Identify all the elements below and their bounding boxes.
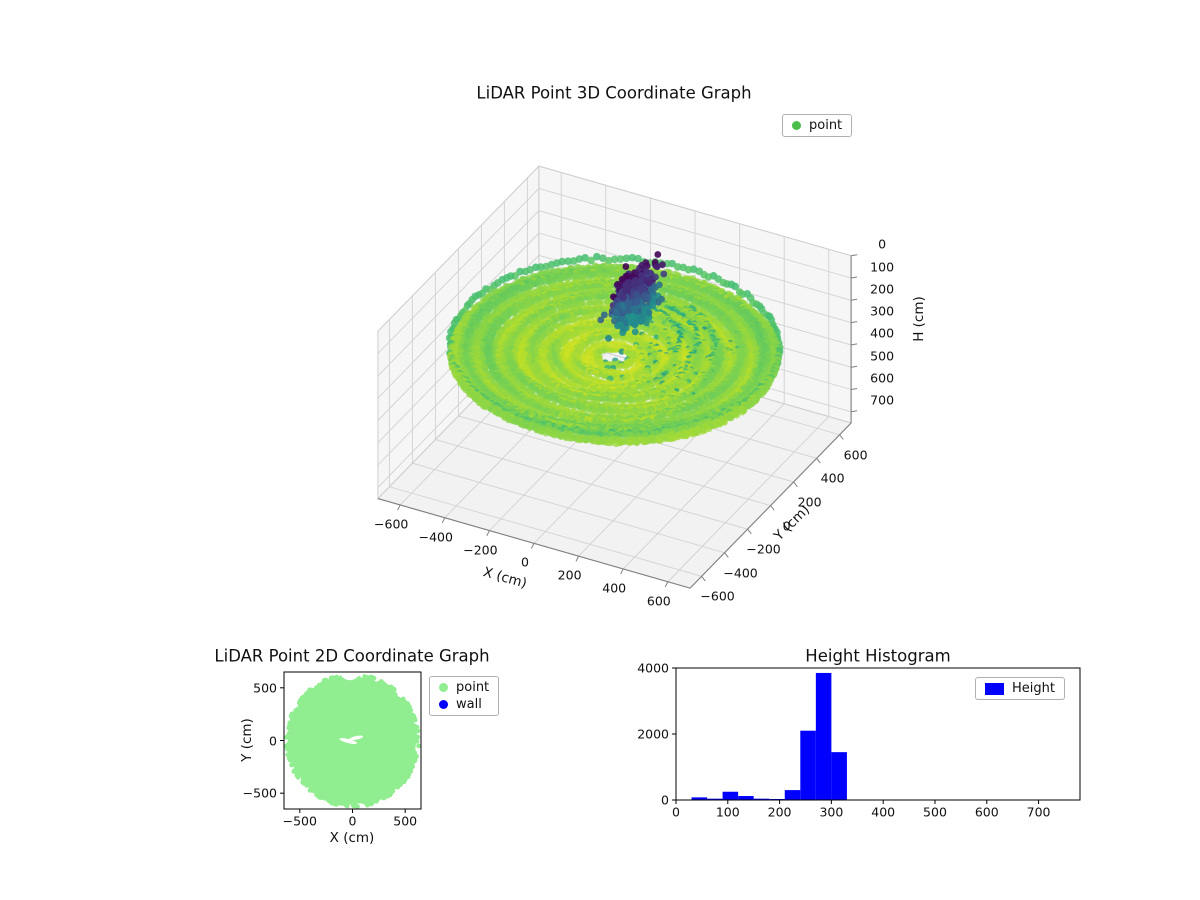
plot2d-xaxis-label: X (cm) [329,830,375,846]
plot2d-legend-wall-label: wall [456,697,482,712]
plot3d-zaxis-label: H (cm) [911,296,927,342]
histogram-legend: Height [975,677,1065,700]
legend-row: point [439,680,489,695]
wall-marker-icon [439,700,448,709]
histogram-title: Height Histogram [805,646,951,666]
plot2d-yaxis-label: Y (cm) [239,718,255,762]
plot3d-legend: point [782,114,853,137]
plot3d-legend-label: point [809,118,843,133]
histogram-legend-label: Height [1012,681,1055,696]
plot2d-legend-point-label: point [456,680,490,695]
plot2d-legend: point wall [429,676,500,716]
height-swatch-icon [985,682,1004,695]
point-marker-icon [792,121,801,130]
legend-row: wall [439,697,489,712]
point-marker-icon [439,683,448,692]
plot2d-title: LiDAR Point 2D Coordinate Graph [214,646,490,666]
legend-row: point [792,118,842,133]
plot3d-title: LiDAR Point 3D Coordinate Graph [476,83,752,103]
legend-row: Height [985,681,1055,696]
